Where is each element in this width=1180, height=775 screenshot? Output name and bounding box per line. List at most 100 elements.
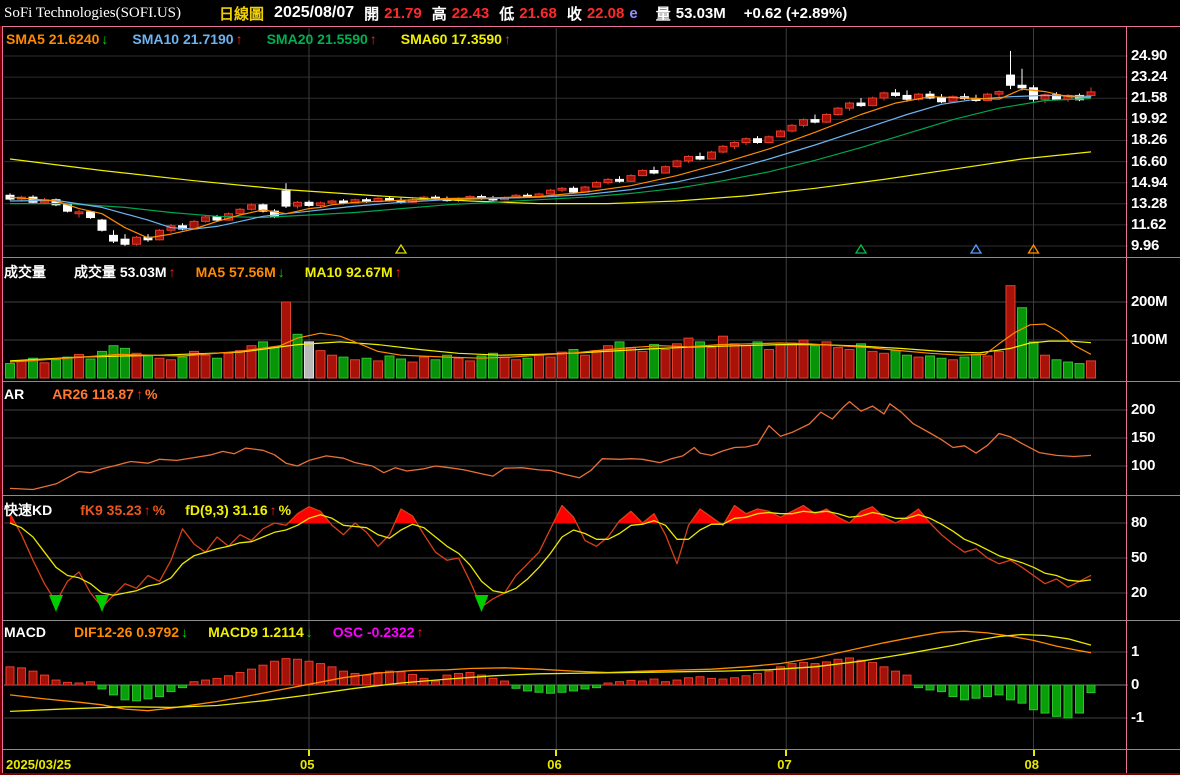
frame-bottom <box>0 773 1180 775</box>
sma5-line <box>9 88 1092 239</box>
high-value: 22.43 <box>451 4 490 22</box>
d-legend: fD(9,3) 31.16 ↑% <box>185 502 292 518</box>
macd-indicator-header: MACD DIF12-26 0.9792 ↓ MACD9 1.2114 ↓ OSC … <box>4 624 424 640</box>
low-label: 低 <box>499 5 515 23</box>
ar-panel-canvas[interactable] <box>0 382 1128 495</box>
close-label: 收 <box>566 5 582 23</box>
volume-ma10-legend: MA10 92.67M ↑ <box>304 264 402 280</box>
macd9-line <box>9 633 1092 713</box>
green-triangle-icon <box>95 595 109 612</box>
green-triangle-icon <box>474 595 489 612</box>
close-flag: e <box>629 4 638 22</box>
up-arrow-icon: ↑ <box>135 386 143 402</box>
sma10-line <box>9 94 1092 230</box>
up-arrow-icon: ↑ <box>143 502 151 518</box>
x-axis-label: 06 <box>547 757 562 772</box>
triangle-marker-icon <box>854 243 868 254</box>
ar-panel-name[interactable]: AR <box>4 386 25 402</box>
osc-legend: OSC -0.2322 ↑ <box>332 624 424 640</box>
y-axis-label: 100M <box>1131 331 1168 348</box>
panel-separator[interactable] <box>0 381 1180 382</box>
panel-separator[interactable] <box>0 495 1180 496</box>
dif-legend: DIF12-26 0.9792 ↓ <box>74 624 189 640</box>
x-axis-label: 05 <box>300 757 315 772</box>
kd-oversold-markers <box>49 595 489 612</box>
y-axis-label: 18.26 <box>1131 131 1168 149</box>
up-arrow-icon: ↑ <box>168 264 176 280</box>
x-axis-start-label: 2025/03/25 <box>6 757 72 772</box>
sma60-legend: SMA60 17.3590 ↑ <box>400 31 511 47</box>
down-arrow-icon: ↓ <box>277 264 285 280</box>
osc-histogram <box>5 657 1096 719</box>
up-arrow-icon: ↑ <box>503 31 511 47</box>
k-legend: fK9 35.23 ↑% <box>80 502 166 518</box>
x-axis-tick <box>555 749 558 756</box>
open-value: 21.79 <box>384 4 422 22</box>
main-price-panel-canvas[interactable] <box>0 28 1128 257</box>
triangle-marker-icon <box>394 243 408 254</box>
panel-separator <box>0 749 1180 750</box>
y-axis-label: 9.96 <box>1131 237 1159 255</box>
y-axis-label: -1 <box>1131 709 1144 726</box>
y-axis-label: 150 <box>1131 429 1156 446</box>
y-axis-label: 24.90 <box>1131 47 1168 64</box>
green-triangle-icon <box>49 595 63 612</box>
top-info-bar: SoFi Technologies(SOFI.US) 日線圖 2025/08/0… <box>0 0 1180 26</box>
sma60-line <box>9 151 1092 205</box>
d-line <box>9 510 1092 596</box>
kd-panel-name[interactable]: 快速KD <box>4 502 53 518</box>
quote-date: 2025/08/07 <box>274 4 355 21</box>
close-value: 22.08 <box>586 4 625 22</box>
volume-quote: 量 53.03M <box>656 3 726 24</box>
k-line <box>9 504 1092 608</box>
ar26-legend: AR26 118.87 ↑% <box>52 386 158 402</box>
y-axis-label: 200M <box>1131 293 1168 310</box>
up-arrow-icon: ↑ <box>269 502 277 518</box>
y-axis-label: 200 <box>1131 401 1156 418</box>
triangle-marker-icon <box>969 243 983 254</box>
period-label[interactable]: 日線圖 <box>219 5 265 23</box>
y-axis-label: 21.58 <box>1131 89 1168 107</box>
down-arrow-icon: ↓ <box>101 31 109 47</box>
volume-panel-canvas[interactable] <box>0 258 1128 381</box>
kd-indicator-header: 快速KD fK9 35.23 ↑% fD(9,3) 31.16 ↑% <box>4 500 291 520</box>
volume-panel-name[interactable]: 成交量 <box>4 264 46 280</box>
volume-legend: 成交量 53.03M ↑ <box>74 264 176 280</box>
up-arrow-icon: ↑ <box>235 31 243 47</box>
y-axis-label: 19.92 <box>1131 110 1168 128</box>
sma5-legend: SMA5 21.6240 ↓ <box>6 31 109 47</box>
macd-panel-canvas[interactable] <box>0 621 1128 749</box>
y-axis-label: 14.94 <box>1131 173 1168 191</box>
x-axis-tick <box>785 749 788 756</box>
down-arrow-icon: ↓ <box>305 624 313 640</box>
y-axis-label: 11.62 <box>1131 215 1167 233</box>
ar-indicator-header: AR AR26 118.87 ↑% <box>4 386 157 402</box>
open-quote: 開 21.79 <box>364 3 422 24</box>
y-axis-label: 0 <box>1131 676 1140 693</box>
volume-indicator-header: 成交量 成交量 53.03M ↑ MA5 57.56M ↓ MA10 92.67M ↑ <box>4 262 402 282</box>
y-axis-label: 16.60 <box>1131 152 1168 170</box>
panel-separator[interactable] <box>0 620 1180 621</box>
close-quote: 收 22.08 e <box>567 3 638 24</box>
volume-ma5-line <box>9 323 1092 363</box>
x-axis-label: 07 <box>777 757 792 772</box>
kd-panel-canvas[interactable] <box>0 496 1128 620</box>
y-axis-label: 23.24 <box>1131 68 1168 86</box>
x-axis-tick <box>1032 749 1035 756</box>
up-arrow-icon: ↑ <box>416 624 424 640</box>
y-axis-label: 1 <box>1131 643 1140 660</box>
sma20-legend: SMA20 21.5590 ↑ <box>266 31 377 47</box>
volume-label: 量 <box>655 5 671 23</box>
left-accent <box>0 26 2 775</box>
low-quote: 低 21.68 <box>499 3 557 24</box>
dif-line <box>9 630 1092 712</box>
frame-left <box>2 26 3 775</box>
macd-panel-name[interactable]: MACD <box>4 624 46 640</box>
instrument-title: SoFi Technologies(SOFI.US) <box>4 4 182 21</box>
y-axis-label: 20 <box>1131 584 1148 601</box>
kd-overbought-fill <box>10 505 1091 523</box>
y-axis-label: 80 <box>1131 514 1148 531</box>
panel-separator[interactable] <box>0 257 1180 258</box>
volume-bars <box>5 285 1096 379</box>
